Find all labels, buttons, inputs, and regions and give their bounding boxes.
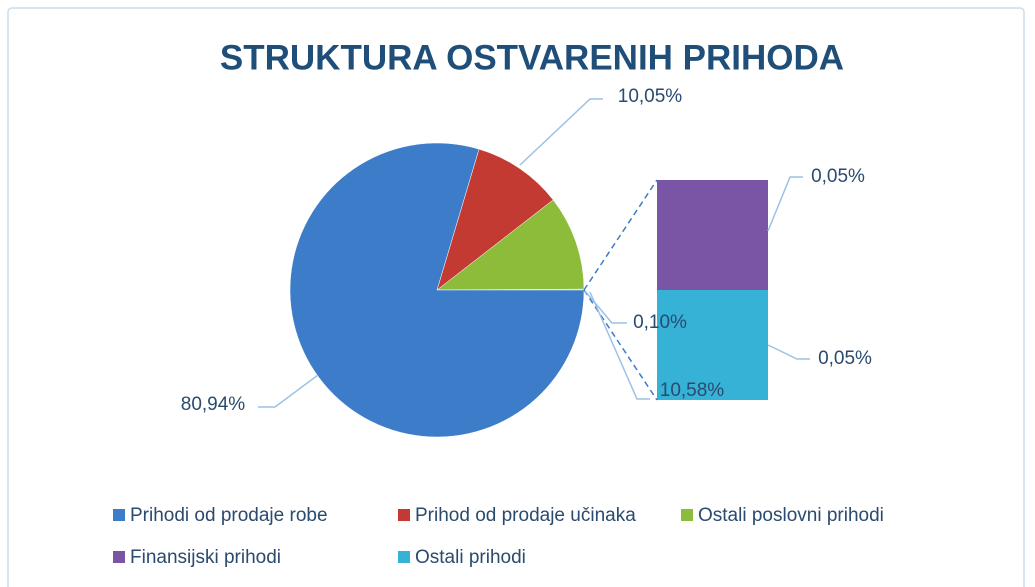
data-label: 10,58% [660,380,725,401]
connector [583,179,658,291]
data-label: 80,94% [181,394,246,415]
legend-label: Finansijski prihodi [130,547,281,568]
data-label: 0,10% [633,312,687,333]
legend-label: Prihodi od prodaje robe [130,505,328,526]
data-label: 0,05% [811,166,865,187]
bar-segment [657,180,768,290]
leader-line [519,98,603,166]
pie-slice [436,199,585,291]
legend-swatch [398,509,410,521]
chart-title: STRUKTURA OSTVARENIH PRIHODA [220,38,844,77]
legend-swatch [681,509,693,521]
pie-slice [289,142,585,438]
data-label: 0,05% [818,348,872,369]
leader-line [767,176,803,232]
bar-segment [657,290,768,400]
leader-line [767,344,810,360]
legend-label: Ostali prihodi [415,547,526,568]
legend-swatch [398,551,410,563]
connector [583,289,658,401]
legend-swatch [113,551,125,563]
pie-slice [436,148,554,291]
legend-label: Ostali poslovni prihodi [698,505,884,526]
leader-line [589,291,650,400]
legend-label: Prihod od prodaje učinaka [415,505,636,526]
leader-line [584,290,627,324]
leader-line [258,374,319,408]
data-label: 10,05% [618,86,683,107]
legend-swatch [113,509,125,521]
